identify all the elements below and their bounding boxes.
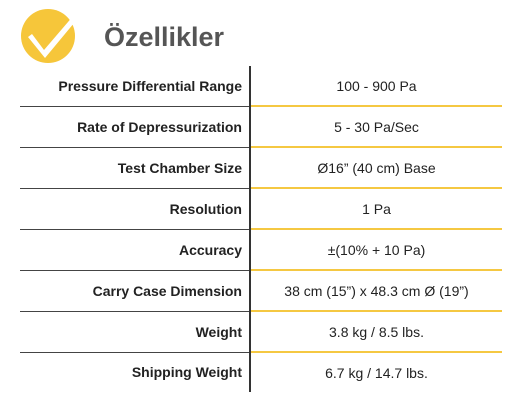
spec-label: Rate of Depressurization xyxy=(20,106,251,148)
spec-label: Resolution xyxy=(20,188,251,230)
spec-table: Pressure Differential Range 100 - 900 Pa R… xyxy=(20,66,502,392)
spec-value: 38 cm (15”) x 48.3 cm Ø (19”) xyxy=(250,270,502,312)
spec-value: ±(10% + 10 Pa) xyxy=(250,229,502,271)
spec-label: Pressure Differential Range xyxy=(20,66,251,107)
title: Özellikler xyxy=(104,22,225,52)
spec-value: 6.7 kg / 14.7 lbs. xyxy=(325,364,428,381)
spec-value: 3.8 kg / 8.5 lbs. xyxy=(250,311,502,353)
spec-label: Carry Case Dimension xyxy=(20,270,251,312)
spec-row: Accuracy ±(10% + 10 Pa) xyxy=(20,229,502,271)
spec-value: 5 - 30 Pa/Sec xyxy=(250,106,502,148)
spec-row: Rate of Depressurization 5 - 30 Pa/Sec xyxy=(20,106,502,148)
spec-row: Shipping Weight 6.7 kg / 14.7 lbs. xyxy=(20,352,502,392)
spec-value: 1 Pa xyxy=(250,188,502,230)
spec-row: Resolution 1 Pa xyxy=(20,188,502,230)
spec-row: Weight 3.8 kg / 8.5 lbs. xyxy=(20,311,502,353)
spec-value: 100 - 900 Pa xyxy=(250,66,502,107)
spec-row: Pressure Differential Range 100 - 900 Pa xyxy=(20,66,502,107)
spec-label: Shipping Weight xyxy=(20,352,251,392)
spec-label: Test Chamber Size xyxy=(20,147,251,189)
spec-label: Weight xyxy=(20,311,251,353)
spec-row: Carry Case Dimension 38 cm (15”) x 48.3 c… xyxy=(20,270,502,312)
spec-row: Test Chamber Size Ø16” (40 cm) Base xyxy=(20,147,502,189)
spec-label: Accuracy xyxy=(20,229,251,271)
check-icon xyxy=(21,8,84,63)
spec-value: Ø16” (40 cm) Base xyxy=(250,147,502,189)
